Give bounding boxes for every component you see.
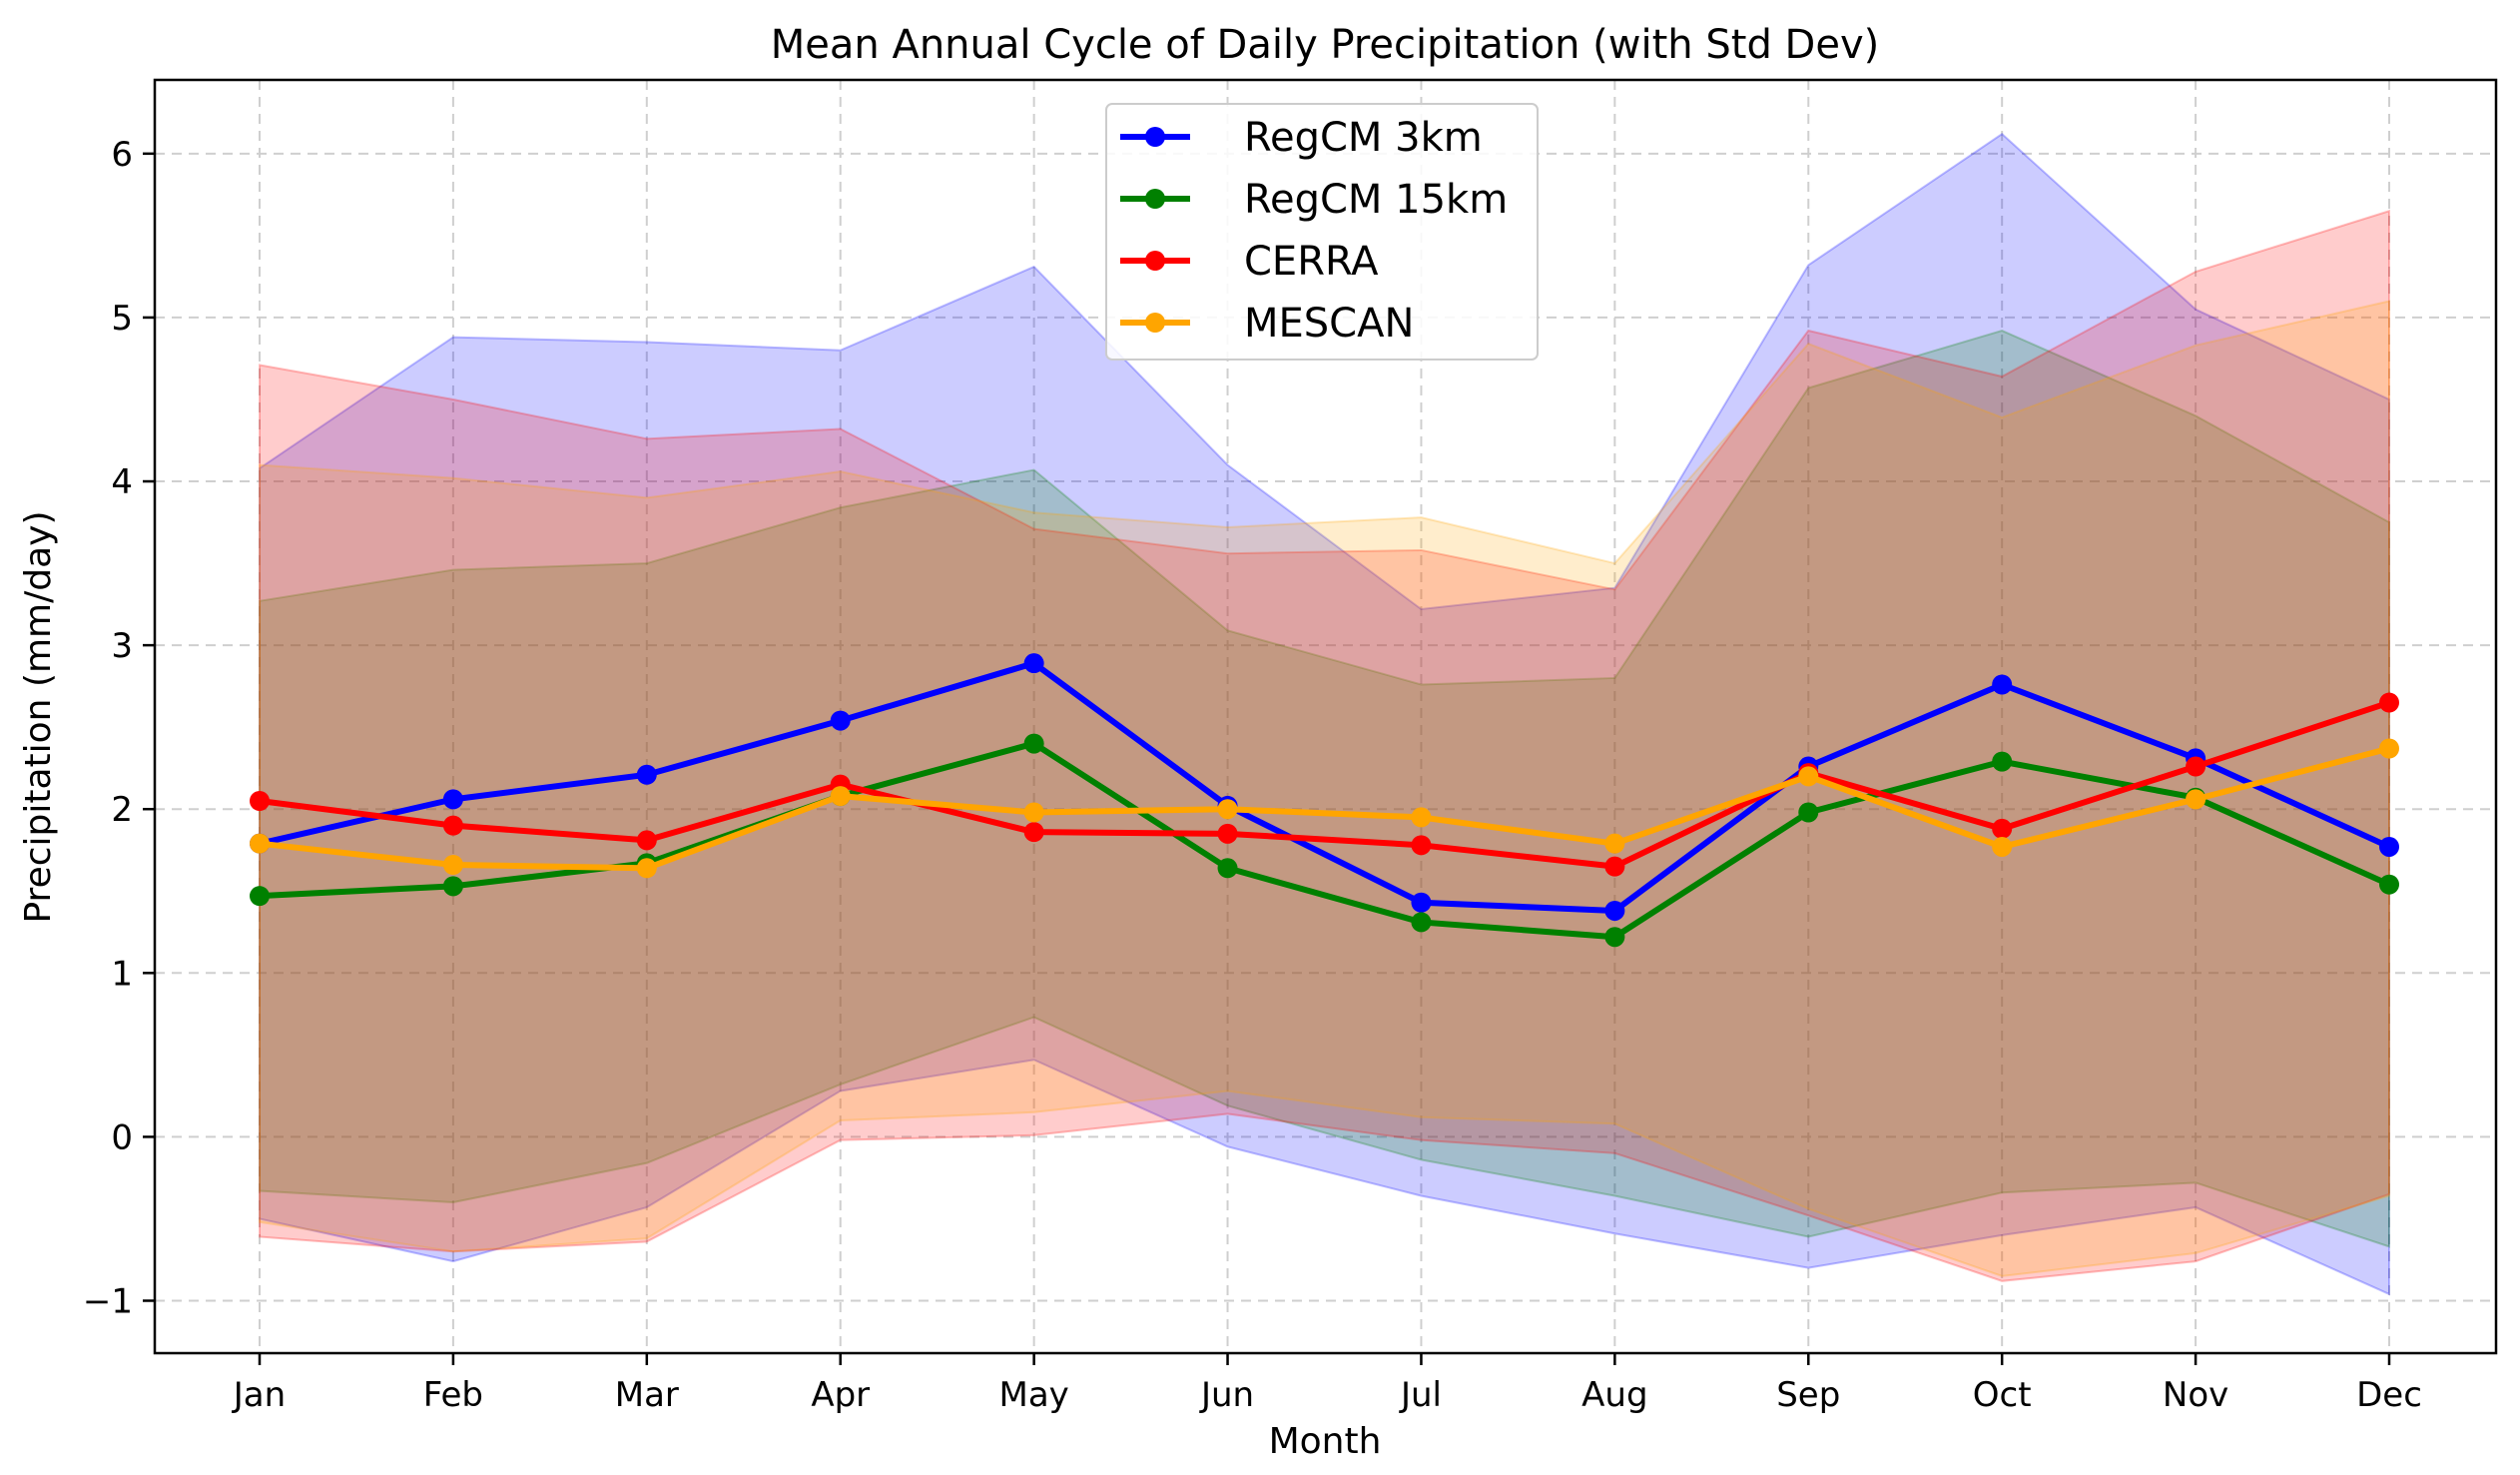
y-tick-label-1: 1 — [111, 954, 133, 994]
point-regcm-15km-jan — [250, 886, 270, 907]
legend-marker-regcm-15km — [1145, 189, 1165, 209]
point-regcm-15km-dec — [2379, 874, 2399, 895]
point-regcm-15km-feb — [442, 876, 463, 897]
series-line-cerra — [259, 699, 2390, 870]
x-tick-label-feb: Feb — [423, 1375, 483, 1415]
point-cerra-mar — [636, 830, 657, 851]
point-mescan-mar — [636, 858, 657, 879]
x-tick-label-sep: Sep — [1776, 1375, 1840, 1415]
std-band-regcm-3km — [259, 132, 2390, 1296]
point-cerra-dec — [2379, 692, 2399, 713]
x-tick-label-jun: Jun — [1199, 1375, 1254, 1415]
point-mescan-oct — [1992, 836, 2013, 857]
point-cerra-feb — [442, 815, 463, 836]
y-tick-label-2: 2 — [111, 790, 133, 830]
plot-frame — [153, 78, 2498, 1355]
point-mescan-aug — [1604, 833, 1625, 854]
point-regcm-15km-aug — [1604, 927, 1625, 948]
x-tick-label-apr: Apr — [811, 1375, 870, 1415]
point-cerra-nov — [2186, 756, 2206, 777]
std-band-cerra — [259, 209, 2390, 1282]
std-band-mescan — [259, 300, 2390, 1277]
point-mescan-apr — [830, 786, 851, 807]
y-tick-label-6: 6 — [111, 135, 133, 175]
point-cerra-oct — [1992, 818, 2013, 839]
std-band-regcm-15km — [259, 329, 2390, 1248]
x-tick-label-may: May — [998, 1375, 1068, 1415]
legend-box — [1105, 103, 1539, 361]
point-regcm-3km-may — [1023, 653, 1044, 674]
point-regcm-15km-jul — [1411, 912, 1432, 933]
point-cerra-may — [1023, 822, 1044, 843]
legend-marker-regcm-3km — [1145, 127, 1165, 147]
point-regcm-3km-apr — [830, 710, 851, 731]
point-regcm-3km-aug — [1604, 900, 1625, 921]
axes: Jan Feb Mar Apr May Jun Jul Aug Sep Oct Nov Dec −1 0 1… — [83, 135, 2422, 1415]
y-tick-label-4: 4 — [111, 462, 133, 502]
series-line-regcm-3km — [259, 660, 2391, 914]
x-tick-label-oct: Oct — [1973, 1375, 2032, 1415]
y-tick-label-0: 0 — [111, 1117, 133, 1157]
point-regcm-15km-jun — [1217, 858, 1238, 879]
point-cerra-jul — [1411, 835, 1432, 856]
point-regcm-3km-feb — [442, 789, 463, 810]
point-mescan-feb — [442, 855, 463, 876]
point-regcm-15km-oct — [1992, 751, 2013, 772]
point-mescan-nov — [2186, 789, 2206, 810]
y-tick-label-neg1: −1 — [83, 1281, 133, 1321]
x-tick-label-jan: Jan — [232, 1375, 286, 1415]
legend-label-regcm-3km: RegCM 3km — [1244, 115, 1483, 161]
legend-label-mescan: MESCAN — [1244, 301, 1414, 347]
legend-marker-cerra — [1145, 251, 1165, 271]
legend: RegCM 3km RegCM 15km CERRA MESCAN — [1105, 103, 1539, 361]
grid-lines — [155, 80, 2496, 1353]
y-tick-label-3: 3 — [111, 626, 133, 666]
series-lines — [250, 653, 2399, 948]
series-line-mescan — [259, 745, 2390, 872]
point-regcm-15km-may — [1023, 733, 1044, 754]
point-cerra-aug — [1604, 856, 1625, 877]
x-tick-label-aug: Aug — [1581, 1375, 1647, 1415]
point-regcm-3km-dec — [2379, 836, 2399, 857]
x-axis-label: Month — [1269, 1421, 1382, 1462]
point-mescan-may — [1023, 802, 1044, 823]
x-tick-label-jul: Jul — [1399, 1375, 1442, 1415]
x-tick-label-nov: Nov — [2163, 1375, 2228, 1415]
x-tick-label-mar: Mar — [615, 1375, 679, 1415]
point-cerra-jun — [1217, 823, 1238, 844]
point-mescan-jun — [1217, 799, 1238, 820]
std-dev-bands — [259, 132, 2390, 1296]
legend-marker-mescan — [1145, 313, 1165, 333]
point-regcm-3km-oct — [1992, 674, 2013, 695]
point-mescan-sep — [1798, 766, 1819, 787]
point-cerra-jan — [250, 791, 270, 812]
point-mescan-jan — [250, 833, 270, 854]
point-regcm-15km-sep — [1798, 802, 1819, 823]
legend-label-regcm-15km: RegCM 15km — [1244, 177, 1508, 223]
legend-label-cerra: CERRA — [1244, 239, 1379, 285]
point-regcm-3km-mar — [636, 764, 657, 785]
y-axis-label: Precipitation (mm/day) — [18, 510, 59, 923]
y-tick-label-5: 5 — [111, 299, 133, 339]
point-mescan-jul — [1411, 807, 1432, 828]
x-tick-label-dec: Dec — [2356, 1375, 2422, 1415]
chart-title: Mean Annual Cycle of Daily Precipitation… — [771, 22, 1879, 68]
point-mescan-dec — [2379, 738, 2399, 759]
point-regcm-3km-jul — [1411, 892, 1432, 913]
